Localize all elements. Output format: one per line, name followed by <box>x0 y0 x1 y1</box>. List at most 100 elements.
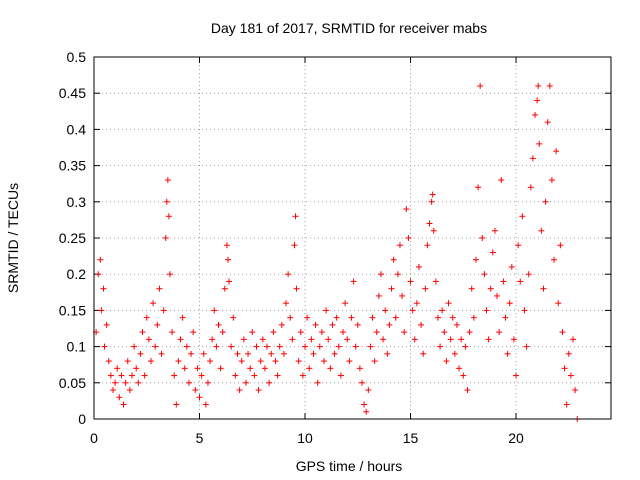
data-point <box>283 300 290 307</box>
data-point <box>247 365 254 372</box>
data-point <box>534 97 541 104</box>
data-point <box>274 372 281 379</box>
data-point <box>350 278 357 285</box>
data-point <box>264 343 271 350</box>
data-point <box>451 350 458 357</box>
data-point <box>536 140 543 147</box>
data-point <box>215 321 222 328</box>
data-point <box>358 379 365 386</box>
data-point <box>310 350 317 357</box>
data-point <box>179 314 186 321</box>
data-point <box>342 300 349 307</box>
data-point <box>238 358 245 365</box>
data-point <box>306 365 313 372</box>
data-point <box>409 307 416 314</box>
data-point <box>489 249 496 256</box>
data-point <box>213 343 220 350</box>
data-point <box>308 336 315 343</box>
data-point <box>445 300 452 307</box>
data-point <box>209 336 216 343</box>
data-point <box>510 336 517 343</box>
data-point <box>481 271 488 278</box>
x-tick-label: 0 <box>90 430 98 446</box>
data-point <box>221 285 228 292</box>
data-point <box>131 343 138 350</box>
data-point <box>535 82 542 89</box>
data-point <box>519 213 526 220</box>
data-point <box>312 321 319 328</box>
data-point <box>363 408 370 415</box>
data-point <box>234 350 241 357</box>
data-point <box>230 314 237 321</box>
y-axis-label: SRMTID / TECUs <box>5 183 21 293</box>
data-point <box>114 365 121 372</box>
data-point <box>475 184 482 191</box>
data-point <box>268 350 275 357</box>
data-point <box>335 343 342 350</box>
data-point <box>107 372 114 379</box>
data-point <box>158 350 165 357</box>
data-point <box>118 372 125 379</box>
data-point <box>314 379 321 386</box>
data-point <box>165 213 172 220</box>
data-point <box>183 343 190 350</box>
data-point <box>443 358 450 365</box>
data-point <box>373 329 380 336</box>
data-point <box>101 343 108 350</box>
data-point <box>255 387 262 394</box>
data-point <box>561 365 568 372</box>
data-point <box>163 198 170 205</box>
y-tick-label: 0.25 <box>59 230 86 246</box>
data-point <box>386 321 393 328</box>
y-tick-label: 0.2 <box>67 266 87 282</box>
data-point <box>375 292 382 299</box>
data-point <box>270 329 277 336</box>
data-point <box>259 336 266 343</box>
data-point <box>413 300 420 307</box>
y-tick-label: 0.15 <box>59 302 86 318</box>
data-point <box>285 271 292 278</box>
data-point <box>116 394 123 401</box>
data-point <box>407 278 414 285</box>
data-point <box>348 314 355 321</box>
data-point <box>565 350 572 357</box>
data-point <box>529 155 536 162</box>
data-point <box>371 358 378 365</box>
data-point <box>105 358 112 365</box>
data-point <box>173 401 180 408</box>
data-point <box>293 285 300 292</box>
data-point <box>390 256 397 263</box>
data-point <box>361 401 368 408</box>
data-point <box>198 372 205 379</box>
data-point <box>496 329 503 336</box>
data-point <box>513 372 520 379</box>
data-point <box>540 285 547 292</box>
data-point <box>354 321 361 328</box>
data-point <box>219 329 226 336</box>
data-point <box>152 343 159 350</box>
data-point <box>223 242 230 249</box>
data-point <box>567 372 574 379</box>
data-point <box>177 336 184 343</box>
data-point <box>194 365 201 372</box>
data-point <box>156 285 163 292</box>
data-point <box>169 329 176 336</box>
data-point <box>439 307 446 314</box>
data-point <box>506 300 513 307</box>
data-point <box>500 278 507 285</box>
data-point <box>453 321 460 328</box>
data-point <box>145 336 152 343</box>
data-point <box>555 300 562 307</box>
data-point <box>143 314 150 321</box>
y-tick-label: 0.45 <box>59 85 86 101</box>
data-point <box>204 379 211 386</box>
data-point <box>557 242 564 249</box>
data-point <box>272 358 279 365</box>
data-point <box>150 300 157 307</box>
data-point <box>327 365 334 372</box>
data-point <box>181 365 188 372</box>
data-point <box>137 350 144 357</box>
data-point <box>515 242 522 249</box>
data-point <box>112 379 119 386</box>
plot-frame <box>93 56 612 420</box>
